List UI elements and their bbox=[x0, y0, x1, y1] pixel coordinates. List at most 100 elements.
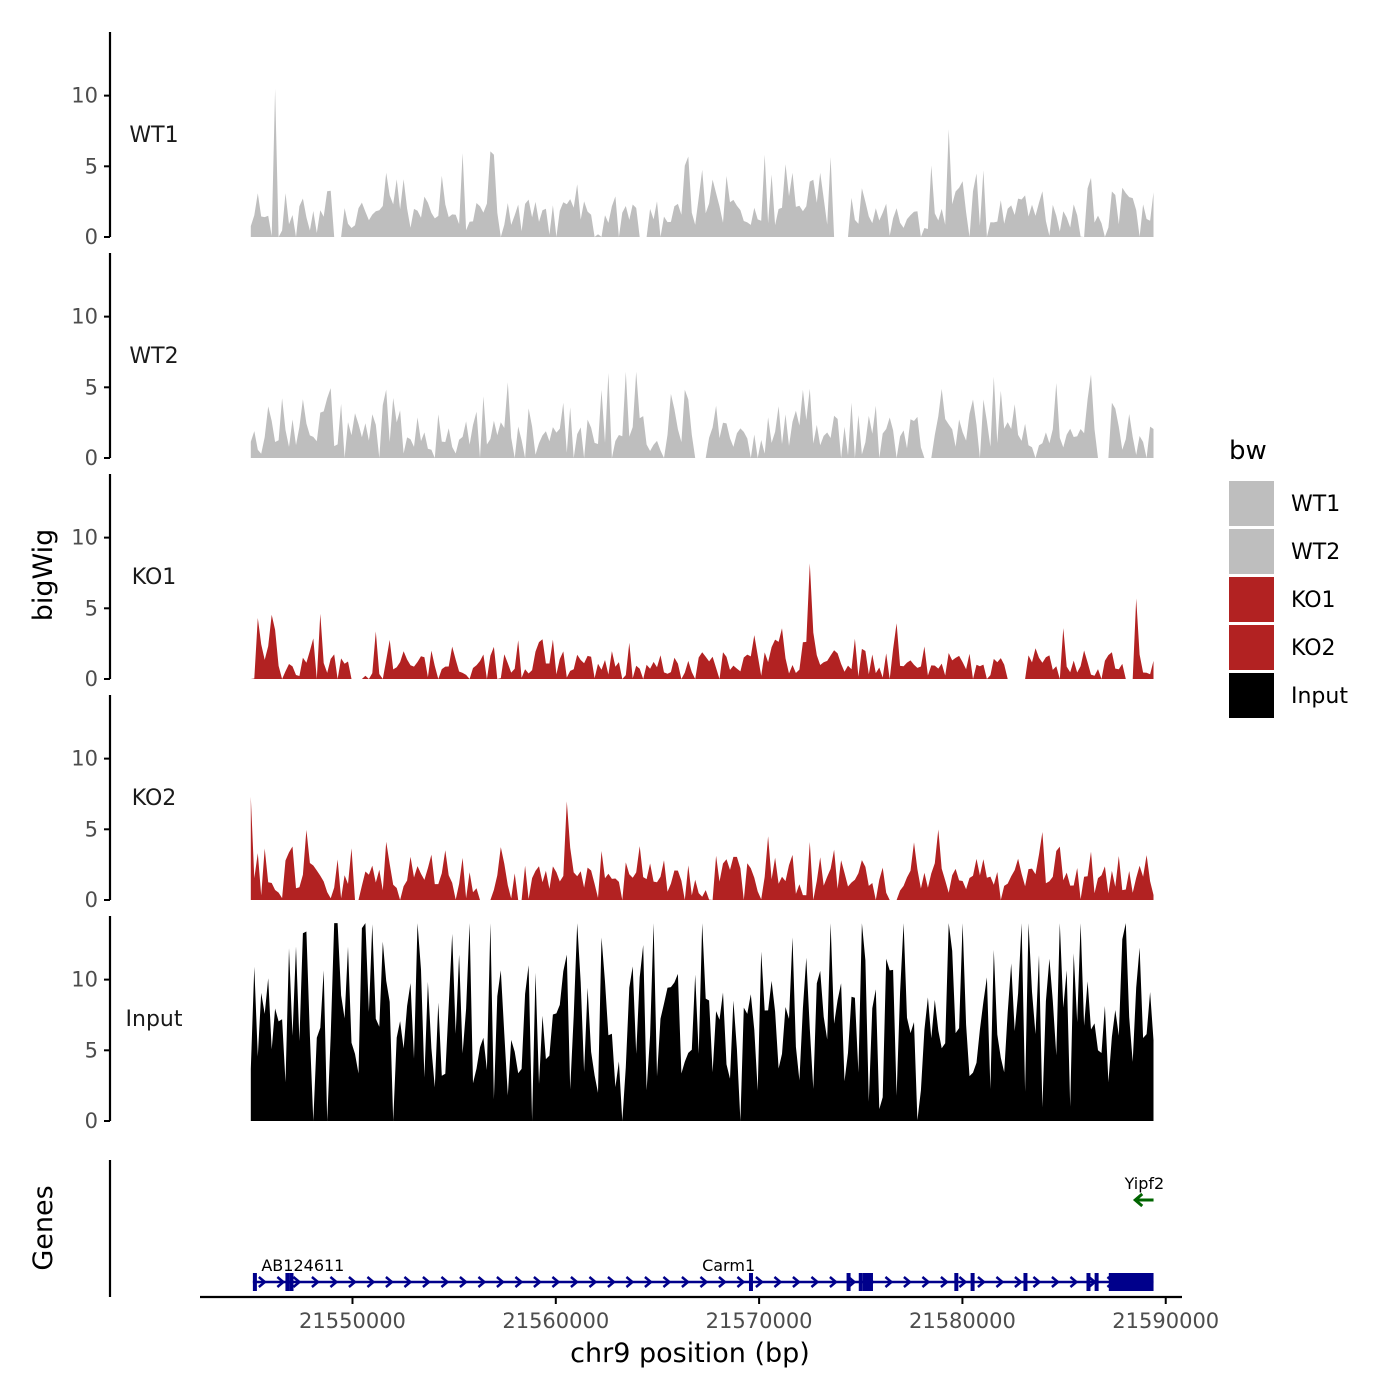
legend-label: KO1 bbox=[1291, 588, 1336, 613]
exon-block bbox=[862, 1273, 873, 1291]
track-label: WT2 bbox=[129, 344, 178, 369]
track-label: KO1 bbox=[132, 565, 177, 590]
strand-arrow bbox=[792, 1276, 801, 1288]
legend-swatch bbox=[1229, 673, 1274, 718]
gene-ab124611: AB124611 bbox=[252, 1256, 344, 1288]
y-tick-label: 5 bbox=[85, 817, 98, 841]
y-tick-label: 5 bbox=[85, 375, 98, 399]
exon-marker bbox=[846, 1273, 851, 1291]
strand-arrow bbox=[607, 1276, 616, 1288]
x-tick-label: 21550000 bbox=[299, 1309, 406, 1333]
strand-arrow bbox=[570, 1276, 579, 1288]
legend-label: WT2 bbox=[1291, 540, 1340, 565]
strand-arrow bbox=[625, 1276, 635, 1288]
coverage-area-wt1 bbox=[250, 88, 1154, 237]
track-ko2: 0 5 10 KO2 bbox=[71, 695, 1154, 912]
exon-marker bbox=[954, 1273, 959, 1291]
legend-label: KO2 bbox=[1291, 636, 1336, 661]
genes-panel: AB124611 Carm1 Yipf2 bbox=[108, 1160, 1165, 1297]
strand-arrow bbox=[348, 1276, 357, 1288]
coverage-area-ko2 bbox=[250, 796, 1154, 900]
exon-marker bbox=[252, 1273, 257, 1291]
strand-arrow bbox=[699, 1276, 709, 1288]
y-tick-label: 0 bbox=[85, 1109, 98, 1133]
strand-arrow bbox=[1051, 1276, 1060, 1288]
strand-arrow bbox=[755, 1276, 764, 1288]
strand-arrow bbox=[551, 1276, 561, 1288]
gene-yipf2: Yipf2 bbox=[1124, 1174, 1165, 1208]
y-tick-label: 5 bbox=[85, 1038, 98, 1062]
x-axis: 21550000 21560000 21570000 21580000 21590000 bbox=[200, 1295, 1219, 1333]
track-input: 0 5 10 Input bbox=[71, 916, 1154, 1133]
x-axis-title: chr9 position (bp) bbox=[570, 1338, 810, 1369]
x-tick-label: 21570000 bbox=[706, 1309, 813, 1333]
bigwig-tracks: 0 5 10 WT1 0 5 10 WT2 0 5 10 KO1 0 5 10 KO2 0 5 10 Input bbox=[71, 32, 1154, 1133]
gene-label: Carm1 bbox=[702, 1256, 755, 1275]
x-tick-label: 21560000 bbox=[502, 1309, 609, 1333]
exon-marker bbox=[1086, 1273, 1091, 1291]
gene-carm1: Carm1 bbox=[287, 1256, 1154, 1288]
strand-arrow bbox=[533, 1276, 542, 1288]
legend-entry-wt2: WT2 bbox=[1229, 529, 1340, 574]
strand-arrow bbox=[662, 1276, 672, 1288]
track-wt2: 0 5 10 WT2 bbox=[71, 253, 1154, 470]
strand-arrow bbox=[1132, 1192, 1144, 1208]
track-label: WT1 bbox=[129, 123, 178, 148]
legend-swatch bbox=[1229, 529, 1274, 574]
exon-marker bbox=[748, 1273, 753, 1291]
y-tick-label: 0 bbox=[85, 888, 98, 912]
strand-arrow bbox=[514, 1276, 524, 1288]
exon-marker bbox=[1023, 1273, 1028, 1291]
strand-arrow bbox=[1014, 1276, 1023, 1288]
strand-arrow bbox=[588, 1276, 598, 1288]
track-label: KO2 bbox=[132, 786, 177, 811]
strand-arrow bbox=[995, 1276, 1005, 1288]
y-tick-label: 5 bbox=[85, 596, 98, 620]
strand-arrow bbox=[1032, 1276, 1042, 1288]
exon-marker bbox=[285, 1273, 290, 1291]
strand-arrow bbox=[903, 1276, 912, 1288]
strand-arrow bbox=[829, 1276, 838, 1288]
track-wt1: 0 5 10 WT1 bbox=[71, 32, 1154, 249]
y-tick-label: 0 bbox=[85, 446, 98, 470]
legend-title: bw bbox=[1229, 436, 1267, 466]
strand-arrow bbox=[718, 1276, 727, 1288]
y-tick-label: 10 bbox=[71, 747, 98, 771]
x-tick-label: 21580000 bbox=[909, 1309, 1016, 1333]
strand-arrow bbox=[884, 1276, 894, 1288]
y-tick-label: 10 bbox=[71, 305, 98, 329]
y-tick-label: 10 bbox=[71, 968, 98, 992]
strand-arrow bbox=[329, 1276, 339, 1288]
exon-marker bbox=[970, 1273, 975, 1291]
x-tick-label: 21590000 bbox=[1112, 1309, 1219, 1333]
gene-label: AB124611 bbox=[261, 1256, 344, 1275]
exon-marker bbox=[1094, 1273, 1099, 1291]
legend-keys: WT1 WT2 KO1 KO2 Input bbox=[1229, 481, 1348, 718]
strand-arrow bbox=[940, 1276, 949, 1288]
strand-arrow bbox=[921, 1276, 931, 1288]
exon-marker bbox=[289, 1273, 294, 1291]
gene-label: Yipf2 bbox=[1124, 1174, 1165, 1193]
strand-arrow bbox=[422, 1276, 431, 1288]
y-tick-label: 0 bbox=[85, 225, 98, 249]
legend-entry-input: Input bbox=[1229, 673, 1348, 718]
coverage-area-input bbox=[250, 923, 1154, 1121]
strand-arrow bbox=[644, 1276, 653, 1288]
strand-arrow bbox=[292, 1276, 302, 1288]
strand-arrow bbox=[385, 1276, 394, 1288]
strand-arrow bbox=[736, 1276, 746, 1288]
strand-arrow bbox=[681, 1276, 690, 1288]
strand-arrow bbox=[459, 1276, 468, 1288]
strand-arrow bbox=[311, 1276, 320, 1288]
exon-marker bbox=[858, 1273, 863, 1291]
legend-swatch bbox=[1229, 577, 1274, 622]
strand-arrow bbox=[276, 1276, 286, 1288]
y-tick-label: 0 bbox=[85, 667, 98, 691]
strand-arrow bbox=[958, 1276, 968, 1288]
track-ko1: 0 5 10 KO1 bbox=[71, 474, 1154, 691]
strand-arrow bbox=[1069, 1276, 1079, 1288]
y-tick-label: 5 bbox=[85, 154, 98, 178]
exon-block bbox=[1108, 1273, 1154, 1291]
legend-label: Input bbox=[1291, 684, 1348, 709]
